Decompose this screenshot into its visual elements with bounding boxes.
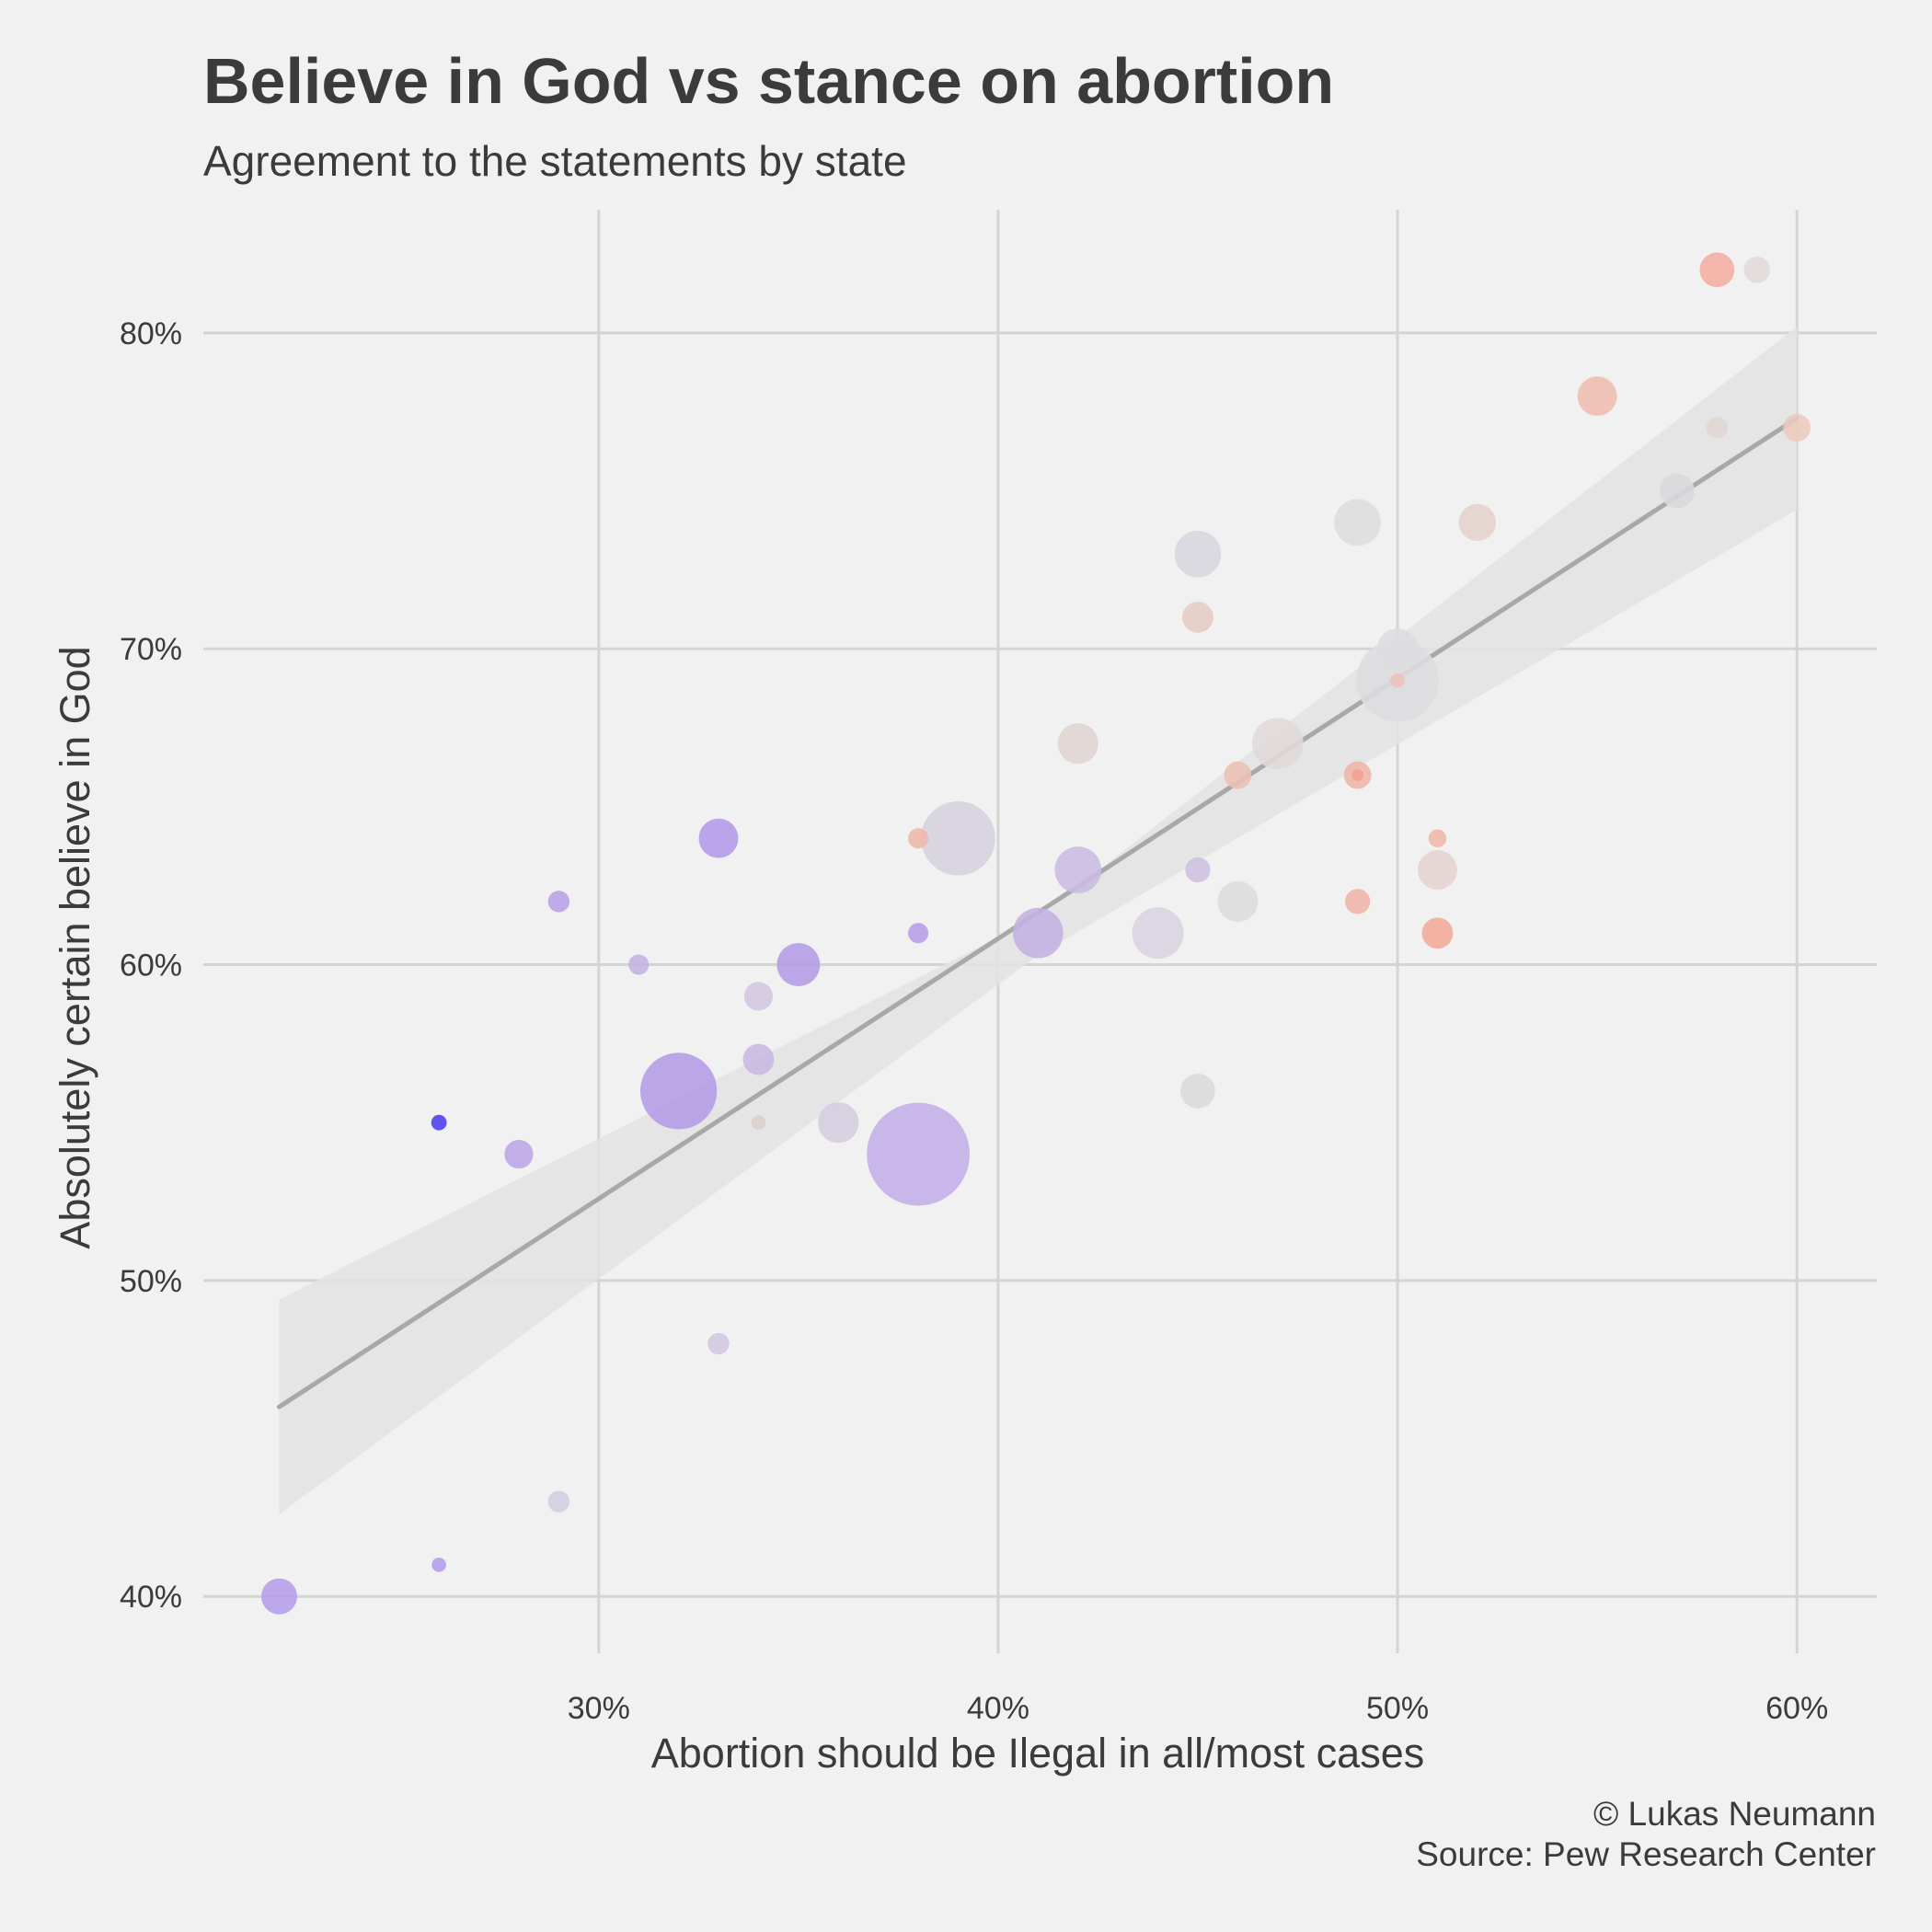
data-point <box>1013 907 1064 959</box>
data-point <box>628 954 650 975</box>
data-point <box>431 1558 446 1572</box>
tick-labels: 30% 40% 50% 60% 40% 50% 60% 70% 80% <box>120 316 1828 1726</box>
data-point <box>1706 417 1729 439</box>
data-point <box>1224 761 1252 789</box>
data-point <box>1180 1074 1215 1109</box>
data-point <box>1376 628 1419 670</box>
y-tick-label: 80% <box>120 316 182 351</box>
data-point <box>1421 917 1454 949</box>
x-tick-label: 30% <box>568 1691 630 1726</box>
chart-subtitle: Agreement to the statements by state <box>203 137 907 185</box>
data-point <box>818 1102 859 1144</box>
x-tick-label: 50% <box>1366 1691 1429 1726</box>
data-point <box>698 818 739 858</box>
data-point <box>1334 499 1381 546</box>
data-point <box>751 1115 766 1131</box>
chart-caption: © Lukas Neumann Source: Pew Research Cen… <box>1416 1794 1876 1875</box>
data-point <box>742 1043 775 1075</box>
chart-title: Believe in God vs stance on abortion <box>203 45 1335 117</box>
data-point <box>1185 857 1211 883</box>
data-points <box>260 252 1811 1615</box>
data-point <box>1660 473 1695 509</box>
data-point <box>1344 889 1371 914</box>
data-point <box>1174 530 1222 578</box>
data-point <box>707 1332 730 1355</box>
data-point <box>1054 846 1102 893</box>
data-point <box>431 1114 447 1131</box>
data-point <box>1428 829 1447 847</box>
data-point <box>1057 723 1098 765</box>
data-point <box>1217 880 1259 922</box>
copyright-text: © Lukas Neumann <box>1593 1795 1876 1833</box>
y-tick-label: 50% <box>120 1264 182 1299</box>
data-point <box>1577 376 1617 417</box>
data-point <box>1132 907 1184 960</box>
data-point <box>921 800 995 876</box>
y-tick-label: 40% <box>120 1580 182 1615</box>
data-point <box>1783 413 1811 442</box>
x-tick-label: 40% <box>967 1691 1029 1726</box>
data-point <box>1251 718 1304 770</box>
y-tick-label: 60% <box>120 949 182 983</box>
data-point <box>1458 503 1497 542</box>
y-tick-label: 70% <box>120 632 182 667</box>
data-point <box>640 1052 718 1130</box>
data-point <box>260 1578 297 1615</box>
data-point <box>547 1490 570 1512</box>
data-point <box>1418 850 1457 891</box>
data-point <box>1743 256 1771 283</box>
data-point <box>1390 673 1405 688</box>
data-point <box>504 1139 534 1169</box>
x-tick-label: 60% <box>1765 1691 1828 1726</box>
data-point <box>1699 252 1735 288</box>
data-point <box>1351 769 1364 782</box>
data-point <box>908 923 929 944</box>
data-point <box>867 1102 970 1206</box>
data-point <box>743 982 774 1011</box>
source-text: Source: Pew Research Center <box>1416 1835 1876 1873</box>
data-point <box>908 828 929 849</box>
data-point <box>776 943 821 986</box>
y-axis-title: Absolutely certain believe in God <box>52 646 98 1248</box>
data-point <box>1182 601 1213 633</box>
data-point <box>547 891 570 913</box>
x-axis-title: Abortion should be Ilegal in all/most ca… <box>651 1730 1424 1777</box>
